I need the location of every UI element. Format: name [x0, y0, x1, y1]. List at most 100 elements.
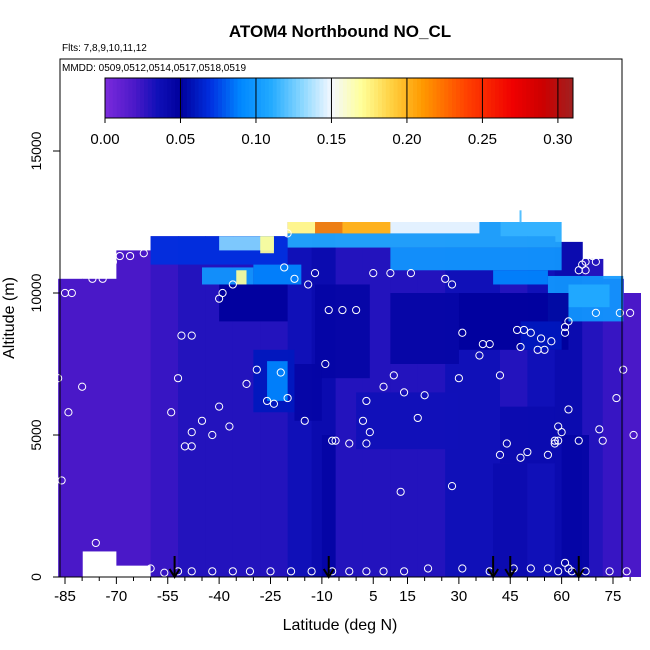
observation-point	[495, 371, 505, 380]
x-axis-label: Latitude (deg N)	[283, 617, 398, 634]
observation-point	[91, 538, 100, 548]
colorbar-segment	[222, 78, 227, 118]
colorbar-segment	[237, 78, 242, 118]
observation-point	[420, 391, 429, 400]
colorbar-segment	[167, 78, 172, 118]
observation-point	[362, 567, 371, 576]
colorbar-segment	[487, 78, 492, 118]
observation-point	[581, 266, 590, 275]
x-tick-label: -10	[311, 588, 333, 605]
observation-point	[307, 567, 316, 576]
colorbar-segment	[389, 78, 395, 118]
colorbar-segment	[296, 78, 301, 118]
colorbar-segment	[183, 78, 188, 118]
colorbar-segment	[272, 78, 278, 118]
x-axis: -85 -70 -55 -40 -25 -10 5 15 30 45 60 75	[54, 577, 631, 605]
observation-point	[225, 422, 234, 431]
chart-title: ATOM4 Northbound NO_CL	[229, 22, 451, 41]
colorbar-segment	[545, 78, 551, 118]
colorbar-segment	[257, 78, 262, 118]
colorbar-segment	[214, 78, 219, 118]
colorbar-segment	[276, 78, 281, 118]
observation-point	[564, 405, 573, 414]
colorbar-segment	[534, 78, 539, 118]
y-axis: 0 5000 10000 15000	[28, 131, 60, 581]
heat-column-21	[623, 293, 641, 577]
observation-point	[574, 436, 583, 445]
observation-point	[328, 436, 337, 445]
colorbar-segment	[327, 78, 332, 118]
heat-feature-14	[568, 284, 610, 308]
observation-point	[447, 482, 457, 491]
observation-point	[64, 408, 73, 417]
colorbar-segment	[331, 78, 336, 118]
observation-point	[218, 288, 227, 298]
colorbar-segment	[467, 78, 473, 118]
observation-point	[280, 263, 289, 272]
observation-point	[276, 368, 285, 377]
colorbar-segment	[444, 78, 449, 118]
observation-point	[550, 436, 559, 445]
colorbar-segment	[463, 78, 469, 118]
y-tick-label: 15000	[28, 131, 44, 170]
colorbar-segment	[561, 78, 566, 118]
colorbar-segment	[401, 78, 406, 118]
colorbar-segment	[428, 78, 434, 118]
observation-point	[160, 568, 169, 577]
colorbar-segment	[448, 78, 453, 118]
observation-point	[208, 567, 217, 576]
observation-point	[365, 428, 374, 437]
observation-point	[591, 308, 600, 317]
observation-point	[454, 374, 463, 383]
y-tick-label: 0	[28, 573, 44, 581]
colorbar-segment	[342, 78, 348, 118]
colorbar-segment	[206, 78, 211, 118]
observation-point	[286, 567, 296, 576]
y-tick-label: 5000	[28, 419, 44, 450]
observation-point	[88, 274, 97, 283]
observation-point	[331, 436, 340, 445]
colorbar-segment	[202, 78, 207, 118]
colorbar-segment	[537, 78, 543, 118]
colorbar-segment	[452, 78, 457, 118]
observation-point	[581, 257, 590, 266]
observation-point	[115, 251, 124, 261]
observation-point	[187, 428, 196, 437]
colorbar-segment	[495, 78, 500, 118]
observation-point	[228, 567, 237, 576]
observation-point	[485, 340, 494, 349]
observation-point	[441, 274, 450, 283]
observation-point	[526, 564, 535, 573]
observation-point	[615, 308, 624, 317]
colorbar-segment	[198, 78, 203, 118]
observation-point	[396, 487, 405, 496]
colorbar-segment	[288, 78, 293, 118]
colorbar-segment	[210, 78, 215, 118]
observation-point	[547, 337, 556, 346]
observation-point	[283, 393, 292, 403]
observation-point	[554, 567, 563, 576]
x-tick-label: 45	[502, 588, 519, 605]
colorbar-segment	[120, 78, 125, 118]
observation-point	[187, 442, 196, 451]
observation-point	[475, 351, 484, 360]
colorbar-segment	[132, 78, 137, 118]
observation-point	[399, 388, 409, 397]
colorbar-segment	[155, 78, 161, 118]
observation-point	[619, 365, 628, 374]
observation-point	[177, 331, 186, 340]
colorbar-segment	[268, 78, 274, 118]
observation-point	[543, 450, 553, 459]
heat-feature-8	[287, 222, 316, 234]
colorbar-segment	[124, 78, 129, 118]
observation-point	[458, 328, 467, 337]
observation-point	[413, 413, 422, 423]
heat-column-3	[150, 236, 179, 577]
observation-point	[591, 257, 600, 266]
colorbar-segment	[179, 78, 184, 118]
heat-feature-22	[294, 364, 322, 421]
observation-point	[310, 269, 320, 278]
heat-column-20	[602, 278, 624, 577]
x-tick-label: 75	[605, 588, 622, 605]
